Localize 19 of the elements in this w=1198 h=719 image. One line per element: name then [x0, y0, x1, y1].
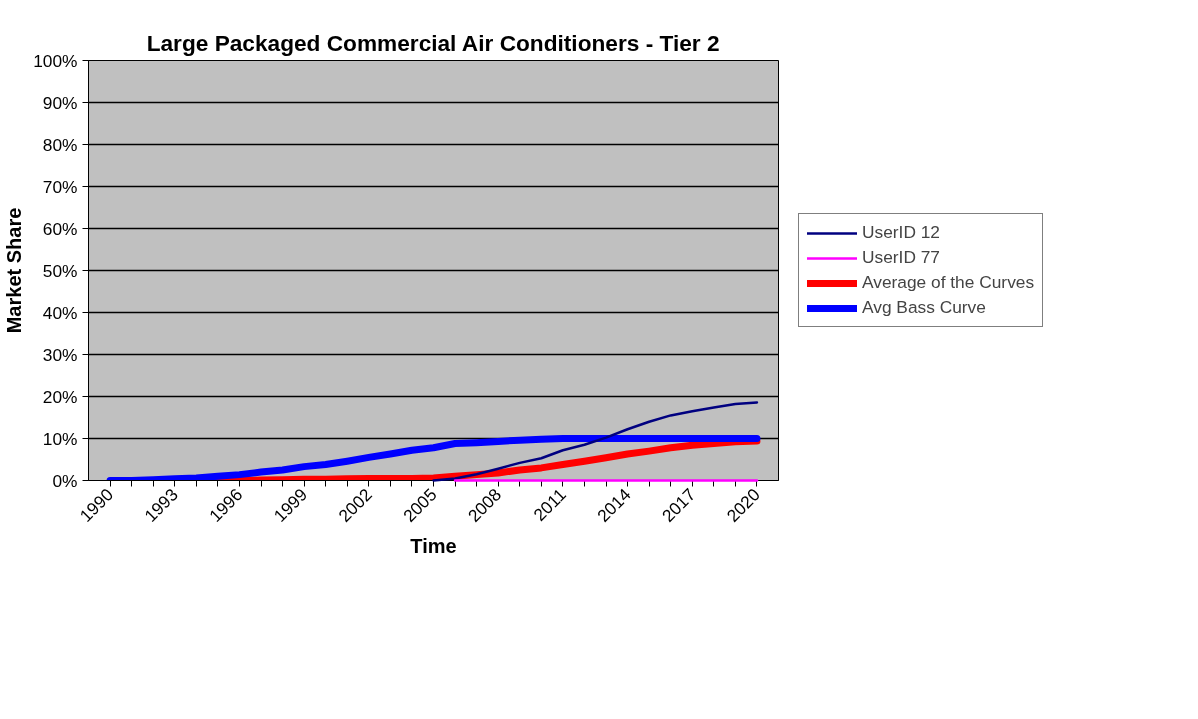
y-tick-label: 80%	[42, 134, 78, 155]
line-series	[432, 401, 759, 482]
y-tick-label: 20%	[42, 386, 78, 407]
y-tick-label: 30%	[42, 344, 78, 365]
y-tick-label: 70%	[42, 176, 78, 197]
y-tick-label: 10%	[42, 428, 78, 449]
legend-label: UserID 12	[862, 222, 941, 243]
y-tick-label: 50%	[42, 260, 78, 281]
y-tick-label: 60%	[42, 218, 78, 239]
legend-label: UserID 77	[862, 247, 941, 268]
x-axis-title: Time	[410, 535, 457, 558]
legend-label: Avg Bass Curve	[862, 297, 986, 318]
chart-title: Large Packaged Commercial Air Conditioners - Tier 2	[146, 29, 720, 56]
y-axis-title: Market Share	[3, 207, 26, 334]
y-tick-label: 0%	[52, 470, 78, 491]
legend-label: Average of the Curves	[862, 272, 1035, 293]
y-tick-label: 100%	[33, 50, 78, 71]
y-tick-label: 90%	[42, 92, 78, 113]
y-tick-label: 40%	[42, 302, 78, 323]
